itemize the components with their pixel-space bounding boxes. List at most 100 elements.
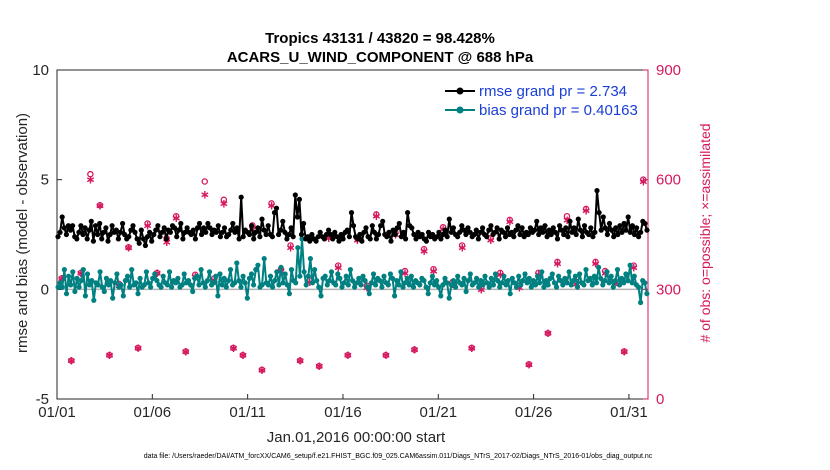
- bias-point: [303, 282, 309, 288]
- bias-point: [84, 271, 91, 277]
- bias-point: [57, 280, 63, 286]
- rmse-point: [307, 238, 313, 244]
- bias-point: [200, 280, 206, 286]
- bias-point: [181, 271, 187, 277]
- bias-point: [206, 269, 213, 275]
- rmse-point: [367, 236, 373, 242]
- rmse-point: [153, 227, 159, 233]
- rmse-point: [519, 225, 525, 231]
- rmse-point: [561, 231, 567, 238]
- bias-point: [621, 280, 627, 286]
- bias-point: [133, 280, 139, 286]
- rmse-point: [90, 238, 96, 244]
- bias-point: [530, 278, 537, 284]
- y-tick-label: 10: [32, 62, 49, 79]
- bias-point: [373, 282, 379, 288]
- rmse-point: [192, 236, 198, 242]
- x-axis-label: Jan.01,2016 00:00:00 start: [267, 429, 446, 446]
- assimilated-obs-marker: ∗: [162, 235, 172, 249]
- bias-point: [600, 282, 606, 288]
- possible-obs-marker: [344, 351, 351, 359]
- bias-point: [274, 269, 280, 275]
- bias-point: [404, 275, 410, 281]
- assimilated-obs-marker: ∗: [428, 264, 438, 278]
- bias-point: [495, 278, 501, 284]
- assimilated-obs-marker: ∗: [305, 275, 315, 289]
- rmse-point: [409, 225, 415, 231]
- bias-point: [335, 271, 341, 277]
- bias-point: [453, 284, 459, 290]
- rmse-point: [380, 218, 386, 224]
- rmse-point: [484, 234, 490, 240]
- rmse-point: [159, 229, 165, 235]
- bias-point: [354, 280, 360, 286]
- rmse-point: [492, 229, 498, 235]
- rmse-point: [644, 227, 650, 233]
- bias-point: [179, 282, 185, 288]
- bias-point: [185, 278, 192, 284]
- bias-point: [105, 282, 112, 288]
- rmse-point: [88, 218, 94, 224]
- assimilated-obs-marker: ∗: [457, 240, 467, 254]
- rmse-point: [330, 236, 336, 242]
- bias-point: [438, 293, 444, 299]
- bias-point: [387, 271, 393, 277]
- bias-point: [398, 269, 404, 275]
- bias-point: [558, 278, 564, 284]
- assimilated-obs-marker: ∗: [543, 326, 553, 340]
- bias-point: [606, 280, 612, 286]
- bias-point: [190, 288, 196, 295]
- rmse-point: [178, 220, 184, 227]
- rmse-point: [504, 225, 511, 231]
- assimilated-obs-marker: ∗: [486, 233, 496, 247]
- bias-point: [270, 284, 276, 290]
- y2-axis-label: # of obs: o=possible; ×=assimilated: [697, 123, 713, 342]
- bias-point: [478, 278, 484, 284]
- assimilated-obs-marker: ∗: [552, 257, 562, 271]
- y2-tick-label: 0: [656, 391, 664, 408]
- rmse-point: [317, 229, 323, 235]
- rmse-point: [251, 236, 257, 242]
- assimilated-obs-marker: ∗: [638, 174, 648, 188]
- rmse-point: [101, 229, 107, 235]
- rmse-point: [278, 227, 284, 233]
- rmse-point: [606, 220, 613, 227]
- rmse-point: [203, 229, 209, 235]
- possible-obs-marker: [182, 348, 189, 355]
- bias-point: [379, 284, 385, 290]
- bias-point: [95, 282, 101, 288]
- bias-point: [406, 282, 412, 288]
- rmse-point: [486, 227, 492, 233]
- rmse-point: [631, 231, 638, 238]
- rmse-point: [321, 236, 327, 242]
- rmse-point: [273, 205, 280, 211]
- bias-point: [368, 280, 374, 286]
- rmse-point: [440, 231, 446, 238]
- rmse-series: [55, 188, 650, 249]
- rmse-point: [384, 234, 390, 240]
- rmse-point: [140, 236, 146, 242]
- rmse-point: [532, 227, 538, 233]
- bias-point: [61, 267, 67, 273]
- bias-point: [471, 280, 478, 286]
- rmse-point: [167, 229, 173, 235]
- bias-point: [429, 273, 435, 279]
- legend-bias-marker: [456, 106, 464, 114]
- rmse-point: [122, 231, 128, 238]
- rmse-point: [305, 234, 311, 240]
- rmse-point: [434, 234, 440, 240]
- rmse-point: [502, 234, 509, 240]
- possible-obs-marker: [258, 366, 266, 374]
- bias-point: [526, 275, 532, 281]
- rmse-point: [544, 234, 550, 240]
- y-tick-label: -5: [36, 391, 49, 408]
- rmse-point: [180, 236, 186, 242]
- bias-point: [549, 271, 555, 277]
- rmse-point: [301, 220, 307, 227]
- rmse-point: [215, 223, 221, 229]
- bias-point: [532, 282, 539, 288]
- rmse-point: [521, 234, 527, 240]
- bias-point: [507, 291, 513, 297]
- rmse-point: [446, 216, 452, 222]
- rmse-point: [621, 220, 627, 227]
